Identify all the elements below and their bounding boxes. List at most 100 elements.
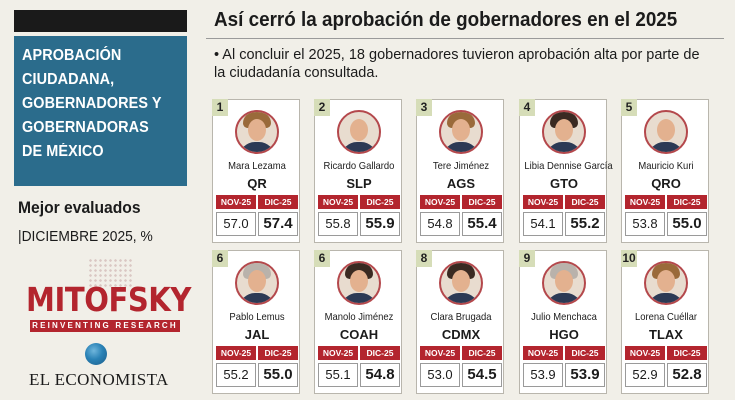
rank-badge: 1 xyxy=(212,99,228,116)
period-labels: NOV-25 DIC-25 xyxy=(318,195,400,209)
period-labels: NOV-25 DIC-25 xyxy=(216,346,298,360)
dic-label: DIC-25 xyxy=(360,195,400,209)
governor-photo xyxy=(439,110,483,154)
period-labels: NOV-25 DIC-25 xyxy=(420,346,502,360)
period-labels: NOV-25 DIC-25 xyxy=(625,346,707,360)
period-label: |DICIEMBRE 2025, % xyxy=(18,228,153,245)
title-box: APROBACIÓN CIUDADANA, GOBERNADORES Y GOB… xyxy=(14,36,187,186)
rank-badge: 2 xyxy=(314,99,330,116)
governor-name: Julio Menchaca xyxy=(531,311,597,323)
state-code: JAL xyxy=(244,327,270,342)
nov-label: NOV-25 xyxy=(523,195,563,209)
rank-badge: 5 xyxy=(621,99,637,116)
nov-value: 55.2 xyxy=(216,363,256,387)
nov-label: NOV-25 xyxy=(420,195,460,209)
governor-card: 10 Lorena Cuéllar TLAX NOV-25 DIC-25 52.9 52.8 xyxy=(621,250,709,394)
nov-label: NOV-25 xyxy=(625,346,665,360)
approval-values: 53.9 53.9 xyxy=(523,363,605,387)
title-line: DE MÉXICO xyxy=(22,143,104,160)
state-code: QRO xyxy=(651,176,681,191)
governor-card: 3 Tere Jiménez AGS NOV-25 DIC-25 54.8 55.4 xyxy=(416,99,504,243)
governor-photo xyxy=(542,261,586,305)
nov-value: 53.9 xyxy=(523,363,563,387)
pollster-name: MITOFSKY xyxy=(26,280,191,319)
dic-label: DIC-25 xyxy=(462,195,502,209)
governor-photo xyxy=(337,110,381,154)
dic-label: DIC-25 xyxy=(565,195,605,209)
nov-value: 53.8 xyxy=(625,212,665,236)
governor-name: Libia Dennise García xyxy=(524,160,613,172)
period-labels: NOV-25 DIC-25 xyxy=(216,195,298,209)
dic-label: DIC-25 xyxy=(667,346,707,360)
dic-value: 57.4 xyxy=(258,212,298,236)
governor-card: 6 Manolo Jiménez COAH NOV-25 DIC-25 55.1 54.8 xyxy=(314,250,402,394)
governor-photo xyxy=(235,110,279,154)
rank-badge: 3 xyxy=(416,99,432,116)
title-line: GOBERNADORAS xyxy=(22,119,149,136)
approval-values: 57.0 57.4 xyxy=(216,212,298,236)
mitofsky-logo: MITOFSKY REINVENTING RESEARCH xyxy=(14,258,191,338)
approval-values: 55.8 55.9 xyxy=(318,212,400,236)
governor-photo xyxy=(542,110,586,154)
rank-badge: 10 xyxy=(621,250,637,267)
nov-label: NOV-25 xyxy=(625,195,665,209)
best-rated-label: Mejor evaluados xyxy=(18,198,141,217)
nov-value: 54.8 xyxy=(420,212,460,236)
governor-photo xyxy=(644,110,688,154)
approval-values: 55.2 55.0 xyxy=(216,363,298,387)
pollster-tagline: REINVENTING RESEARCH xyxy=(30,320,180,332)
nov-value: 55.8 xyxy=(318,212,358,236)
rank-badge: 6 xyxy=(314,250,330,267)
governor-photo xyxy=(644,261,688,305)
nov-value: 55.1 xyxy=(318,363,358,387)
dic-label: DIC-25 xyxy=(462,346,502,360)
governor-name: Clara Brugada xyxy=(430,311,492,323)
state-code: TLAX xyxy=(649,327,683,342)
nov-label: NOV-25 xyxy=(216,195,256,209)
governor-name: Tere Jiménez xyxy=(432,160,490,172)
nov-value: 53.0 xyxy=(420,363,460,387)
governor-name: Ricardo Gallardo xyxy=(323,160,395,172)
dic-label: DIC-25 xyxy=(667,195,707,209)
governor-name: Manolo Jiménez xyxy=(324,311,394,323)
nov-value: 54.1 xyxy=(523,212,563,236)
nov-value: 57.0 xyxy=(216,212,256,236)
dic-value: 53.9 xyxy=(565,363,605,387)
nov-label: NOV-25 xyxy=(318,195,358,209)
approval-values: 52.9 52.8 xyxy=(625,363,707,387)
period-labels: NOV-25 DIC-25 xyxy=(523,195,605,209)
approval-values: 55.1 54.8 xyxy=(318,363,400,387)
publisher-name: EL ECONOMISTA xyxy=(29,370,169,389)
dic-label: DIC-25 xyxy=(565,346,605,360)
dic-value: 52.8 xyxy=(667,363,707,387)
governor-card: 1 Mara Lezama QR NOV-25 DIC-25 57.0 57.4 xyxy=(212,99,300,243)
governor-name: Mara Lezama xyxy=(228,160,286,172)
state-code: SLP xyxy=(346,176,372,191)
governor-card: 8 Clara Brugada CDMX NOV-25 DIC-25 53.0 54.5 xyxy=(416,250,504,394)
title-line: CIUDADANA, xyxy=(22,71,115,88)
el-economista-globe-icon xyxy=(85,343,107,365)
governor-card: 9 Julio Menchaca HGO NOV-25 DIC-25 53.9 53.9 xyxy=(519,250,607,394)
state-code: AGS xyxy=(446,176,476,191)
dic-value: 54.8 xyxy=(360,363,400,387)
state-code: HGO xyxy=(549,327,579,342)
governor-photo xyxy=(439,261,483,305)
governor-name: Lorena Cuéllar xyxy=(634,311,697,323)
rank-badge: 9 xyxy=(519,250,535,267)
rank-badge: 6 xyxy=(212,250,228,267)
title-line: APROBACIÓN xyxy=(22,47,122,64)
approval-values: 54.8 55.4 xyxy=(420,212,502,236)
dic-value: 55.9 xyxy=(360,212,400,236)
governor-card: 6 Pablo Lemus JAL NOV-25 DIC-25 55.2 55.0 xyxy=(212,250,300,394)
dic-value: 54.5 xyxy=(462,363,502,387)
dic-value: 55.0 xyxy=(258,363,298,387)
approval-values: 53.8 55.0 xyxy=(625,212,707,236)
dic-value: 55.4 xyxy=(462,212,502,236)
governor-card: 4 Libia Dennise García GTO NOV-25 DIC-25 54.1… xyxy=(519,99,613,243)
state-code: CDMX xyxy=(441,327,481,342)
subtitle: • Al concluir el 2025, 18 gobernadores t… xyxy=(214,47,700,81)
nov-label: NOV-25 xyxy=(420,346,460,360)
rank-badge: 4 xyxy=(519,99,535,116)
state-code: GTO xyxy=(550,176,578,191)
left-panel: APROBACIÓN CIUDADANA, GOBERNADORES Y GOB… xyxy=(0,0,191,400)
